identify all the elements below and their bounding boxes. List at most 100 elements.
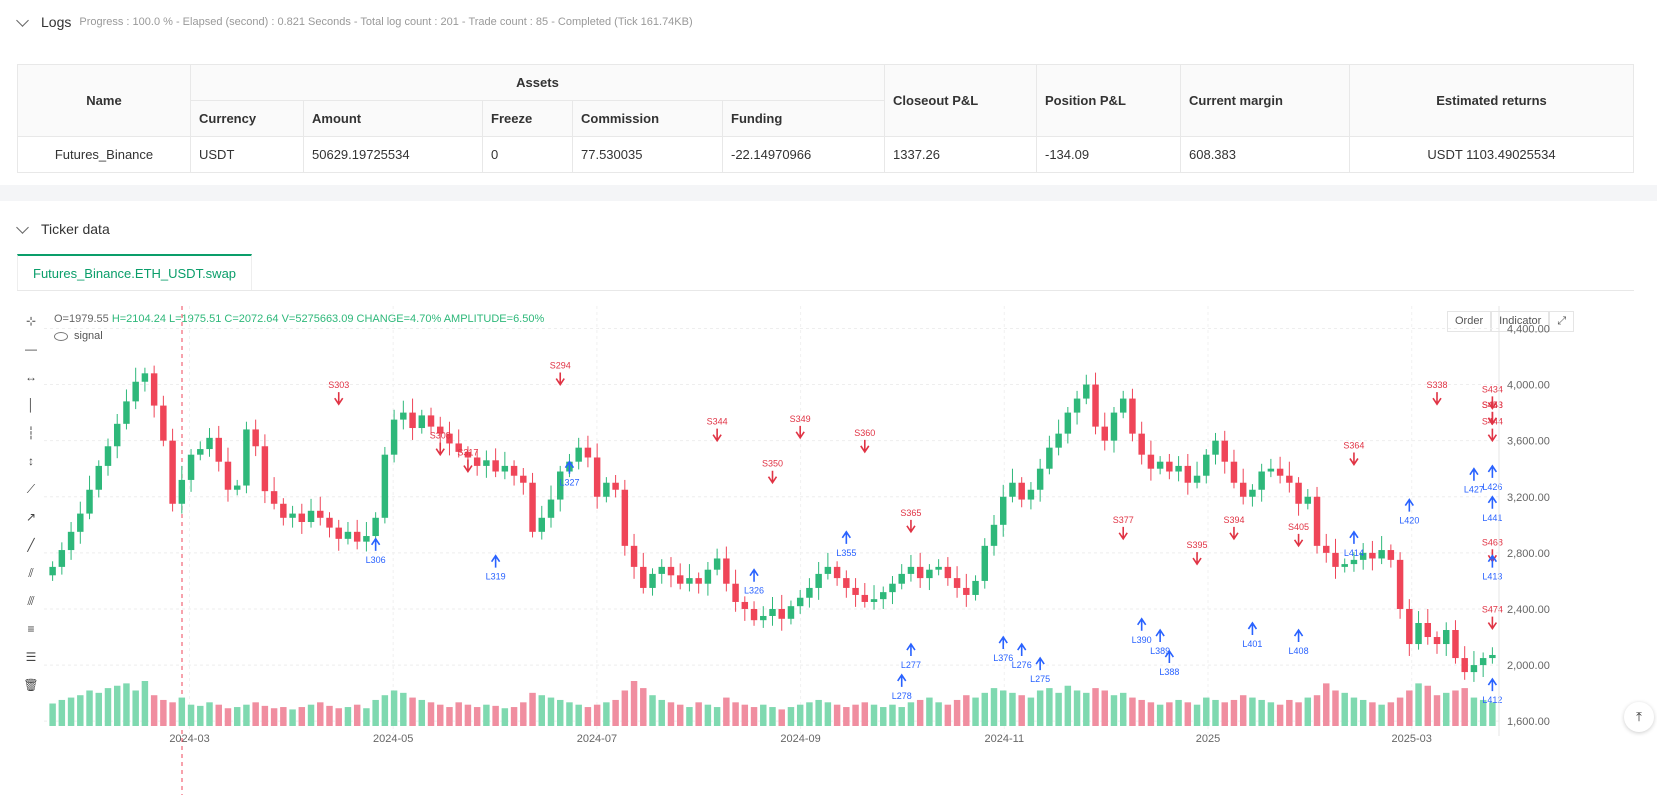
candle-body (1027, 489, 1035, 500)
volume-bar (704, 704, 712, 726)
volume-bar (390, 690, 398, 726)
volume-bar (307, 704, 315, 726)
drawing-toolbar: ⊹ — ↔ │ ┆ ↕ ⟋ ↗ ╱ ⫽ ⫻ ≡ ☰ 🗑 (20, 310, 44, 702)
short-label: S365 (900, 508, 921, 518)
volume-bar (907, 702, 915, 726)
candle-body (695, 578, 702, 584)
tab-eth-usdt-swap[interactable]: Futures_Binance.ETH_USDT.swap (17, 254, 253, 291)
horizontal-line-icon[interactable]: — (25, 342, 37, 356)
long-label: L388 (1159, 667, 1179, 677)
candle-body (1396, 559, 1404, 609)
signal-legend[interactable]: signal (54, 330, 103, 342)
short-label: S468 (1482, 537, 1503, 547)
trend-line-icon[interactable]: ⟋ (26, 481, 36, 496)
short-arrow (1487, 396, 1498, 410)
candle-body (833, 566, 841, 579)
tab-underline (17, 290, 1634, 291)
volume-bar (270, 708, 278, 726)
chevron-down-icon[interactable] (16, 220, 29, 234)
segment-icon[interactable]: ╱ (27, 538, 35, 552)
cell-currency: USDT (190, 136, 304, 173)
volume-bar (455, 702, 462, 726)
volume-bar (215, 704, 222, 726)
volume-bar (1101, 690, 1108, 726)
candle-body (1166, 461, 1173, 472)
long-label: L276 (1012, 660, 1032, 670)
y-tick-label: 1,600.00 (1507, 716, 1550, 728)
x-tick-label: 2024-03 (169, 733, 209, 745)
candle-body (298, 513, 306, 523)
horizontal-ray-icon[interactable]: ↔ (25, 370, 37, 384)
volume-bar (363, 708, 370, 726)
candle-body (381, 454, 389, 518)
candle-body (732, 583, 739, 602)
long-arrow (749, 568, 759, 582)
volume-bar (353, 704, 361, 726)
candle-body (603, 482, 610, 497)
volume-bar (1359, 699, 1367, 726)
fibonacci-icon[interactable]: ≡ (27, 622, 35, 636)
vertical-ray-icon[interactable]: ↕ (28, 454, 34, 468)
long-arrow (1487, 554, 1498, 568)
price-channel-icon[interactable]: ⫽ (28, 565, 34, 580)
candle-body (224, 461, 232, 490)
logs-header[interactable]: Logs Progress : 100.0 % - Elapsed (secon… (16, 13, 693, 30)
trash-icon[interactable]: 🗑 (23, 678, 39, 692)
long-label: L376 (993, 653, 1013, 663)
scroll-to-latest-icon[interactable]: ⤒ (1624, 702, 1654, 732)
candle-body (77, 513, 84, 532)
volume-bar (1046, 688, 1053, 726)
volume-bar (1110, 695, 1118, 726)
volume-bar (926, 697, 933, 726)
header-currency: Currency (190, 100, 304, 137)
order-button[interactable]: Order (1447, 311, 1492, 332)
candle-body (363, 536, 370, 542)
volume-bar (575, 704, 582, 726)
volume-bar (889, 704, 896, 726)
volume-bar (796, 704, 804, 726)
volume-bar (547, 697, 555, 726)
long-label: L412 (1482, 695, 1502, 705)
candle-body (160, 405, 167, 441)
candle-body (861, 594, 869, 602)
volume-bar (1092, 688, 1099, 726)
candle-body (270, 491, 278, 504)
candle-body (1101, 426, 1108, 441)
volume-bar (224, 708, 232, 726)
vertical-segment-icon[interactable]: ┆ (27, 426, 35, 440)
measure-icon[interactable]: ☰ (25, 650, 37, 664)
short-label: S434 (1482, 384, 1503, 394)
volume-bar (750, 707, 758, 726)
volume-bar (104, 688, 112, 726)
candlestick-chart[interactable]: 1,600.00 2,000.00 2,400.00 2,800.00 3,200.00… (44, 306, 1657, 795)
ohlc-volume: V=5275663.09 (281, 313, 354, 325)
candle-body (741, 601, 749, 609)
candle-body (1036, 468, 1044, 490)
eye-icon[interactable] (54, 331, 68, 341)
volume-bar (741, 704, 749, 726)
volume-bar (1000, 690, 1007, 726)
indicator-button[interactable]: Indicator (1491, 311, 1550, 332)
candle-body (1332, 552, 1339, 567)
parallel-channel-icon[interactable]: ⫻ (27, 593, 35, 608)
y-tick-label: 4,400.00 (1507, 323, 1550, 335)
volume-bar (1276, 704, 1284, 726)
ray-line-icon[interactable]: ↗ (25, 510, 37, 524)
chevron-down-icon[interactable] (16, 13, 29, 27)
long-label: L426 (1482, 482, 1502, 492)
candle-body (1350, 559, 1358, 565)
crosshair-tool-icon[interactable]: ⊹ (25, 314, 37, 328)
vertical-line-icon[interactable]: │ (27, 398, 35, 412)
volume-bar (1387, 702, 1395, 726)
fullscreen-icon[interactable]: ⤢ (1549, 311, 1575, 332)
volume-bar (833, 704, 841, 726)
candle-body (1119, 398, 1127, 413)
candle-body (575, 447, 582, 462)
long-label: L327 (559, 478, 579, 488)
long-arrow (564, 460, 575, 474)
candle-body (473, 457, 481, 466)
volume-bar (963, 695, 970, 726)
volume-bar (612, 699, 619, 726)
ticker-header[interactable]: Ticker data (16, 220, 110, 237)
candle-body (981, 545, 989, 581)
